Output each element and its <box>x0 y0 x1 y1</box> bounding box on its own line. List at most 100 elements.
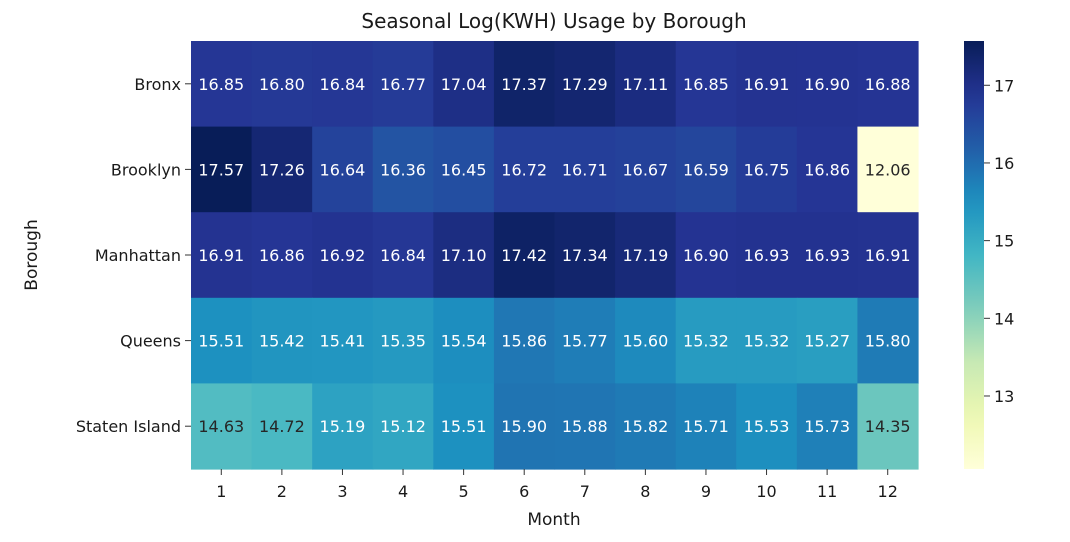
heatmap-cell <box>615 383 677 470</box>
heatmap-cell-label: 17.57 <box>198 160 244 179</box>
y-axis-label: Borough <box>22 219 42 290</box>
y-tick-label: Staten Island <box>76 417 181 436</box>
heatmap-cell-label: 16.86 <box>259 246 305 265</box>
heatmap-cell-label: 15.53 <box>744 417 790 436</box>
heatmap-cell <box>554 41 616 128</box>
heatmap-cell <box>372 297 434 384</box>
heatmap-cell <box>796 126 859 213</box>
heatmap-cell-label: 15.51 <box>198 332 244 351</box>
heatmap-cell-label: 16.92 <box>320 246 366 265</box>
heatmap-cell-label: 17.42 <box>501 246 547 265</box>
x-tick-label: 9 <box>701 482 711 501</box>
heatmap-cell-label: 17.34 <box>562 246 608 265</box>
heatmap-cell-label: 16.71 <box>562 160 608 179</box>
colorbar-tick-label: 15 <box>994 232 1014 251</box>
heatmap-cell <box>433 126 495 213</box>
heatmap-cell <box>312 126 374 213</box>
colorbar: 13 14 15 16 17 <box>964 41 1014 469</box>
heatmap-cell <box>736 212 798 299</box>
heatmap-cell-label: 17.26 <box>259 160 305 179</box>
heatmap-cell <box>857 212 919 299</box>
y-tick-label: Bronx <box>134 75 181 94</box>
x-tick-label: 11 <box>817 482 837 501</box>
heatmap-cell <box>493 383 556 470</box>
y-tick-label: Brooklyn <box>111 160 181 179</box>
heatmap-cell <box>857 297 919 384</box>
heatmap-cell <box>433 383 495 470</box>
heatmap-cell-label: 16.84 <box>320 75 366 94</box>
x-tick-label: 2 <box>277 482 287 501</box>
heatmap-cell-label: 17.04 <box>441 75 487 94</box>
heatmap-cells <box>191 41 919 470</box>
heatmap-cell-label: 15.88 <box>562 417 608 436</box>
heatmap-cell <box>312 297 374 384</box>
y-tick-label: Queens <box>120 332 181 351</box>
heatmap-cell <box>251 212 313 299</box>
heatmap-cell <box>191 212 253 299</box>
heatmap-cell <box>372 383 434 470</box>
heatmap-cell <box>312 212 374 299</box>
heatmap-cell-label: 15.32 <box>683 332 729 351</box>
chart-title: Seasonal Log(KWH) Usage by Borough <box>361 9 746 33</box>
heatmap-cell-label: 16.93 <box>804 246 850 265</box>
heatmap-cell-label: 12.06 <box>865 160 911 179</box>
heatmap-cell <box>554 126 616 213</box>
heatmap-cell <box>251 297 313 384</box>
heatmap-cell <box>372 41 434 128</box>
heatmap-cell-label: 15.71 <box>683 417 729 436</box>
heatmap-cell-label: 15.60 <box>622 332 668 351</box>
heatmap-cell-label: 15.82 <box>622 417 668 436</box>
x-tick-label: 8 <box>640 482 650 501</box>
heatmap-cell-label: 15.41 <box>320 332 366 351</box>
heatmap-cell <box>615 297 677 384</box>
heatmap-cell-label: 16.91 <box>198 246 244 265</box>
heatmap-cell <box>675 126 737 213</box>
heatmap-cell <box>736 41 798 128</box>
x-tick-label: 4 <box>398 482 408 501</box>
heatmap-cell-labels: 16.85 16.80 16.84 16.77 17.04 17.37 17.29 17.11… <box>198 75 910 436</box>
heatmap-cell <box>857 126 919 213</box>
colorbar-tick-label: 14 <box>994 309 1014 328</box>
heatmap-cell-label: 15.54 <box>441 332 487 351</box>
heatmap-cell-label: 16.93 <box>744 246 790 265</box>
heatmap-cell-label: 14.72 <box>259 417 305 436</box>
y-axis: Bronx Brooklyn Manhattan Queens Staten Islan… <box>76 75 191 436</box>
heatmap-cell-label: 16.91 <box>865 246 911 265</box>
heatmap-cell <box>433 41 495 128</box>
heatmap-cell <box>191 297 253 384</box>
heatmap-cell <box>615 212 677 299</box>
y-tick-label: Manhattan <box>95 246 181 265</box>
x-tick-label: 3 <box>337 482 347 501</box>
heatmap-cell-label: 16.67 <box>622 160 668 179</box>
x-axis-label: Month <box>527 510 580 530</box>
heatmap-cell-label: 17.11 <box>622 75 668 94</box>
heatmap-cell <box>736 126 798 213</box>
x-tick-label: 10 <box>756 482 776 501</box>
x-axis: 1 2 3 4 5 6 7 8 9 10 11 12 <box>216 469 898 501</box>
colorbar-tick-label: 17 <box>994 76 1014 95</box>
x-tick-label: 12 <box>878 482 898 501</box>
heatmap-cell <box>554 212 616 299</box>
heatmap-cell-label: 16.64 <box>320 160 366 179</box>
heatmap-cell <box>433 297 495 384</box>
heatmap-cell-label: 17.37 <box>501 75 547 94</box>
heatmap-cell-label: 15.51 <box>441 417 487 436</box>
heatmap-cell <box>433 212 495 299</box>
heatmap-cell-label: 17.19 <box>622 246 668 265</box>
heatmap-cell-label: 16.90 <box>683 246 729 265</box>
heatmap-cell-label: 16.90 <box>804 75 850 94</box>
heatmap-cell-label: 16.88 <box>865 75 911 94</box>
x-tick-label: 7 <box>580 482 590 501</box>
heatmap-cell-label: 16.84 <box>380 246 426 265</box>
heatmap-cell-label: 14.35 <box>865 417 911 436</box>
heatmap-cell <box>191 126 253 213</box>
heatmap-cell-label: 15.77 <box>562 332 608 351</box>
heatmap-cell <box>857 383 919 470</box>
heatmap-cell-label: 16.72 <box>501 160 547 179</box>
heatmap-cell-label: 15.73 <box>804 417 850 436</box>
heatmap-cell-label: 16.91 <box>744 75 790 94</box>
heatmap-cell <box>493 41 556 128</box>
heatmap-cell <box>675 383 737 470</box>
colorbar-gradient <box>964 41 984 469</box>
